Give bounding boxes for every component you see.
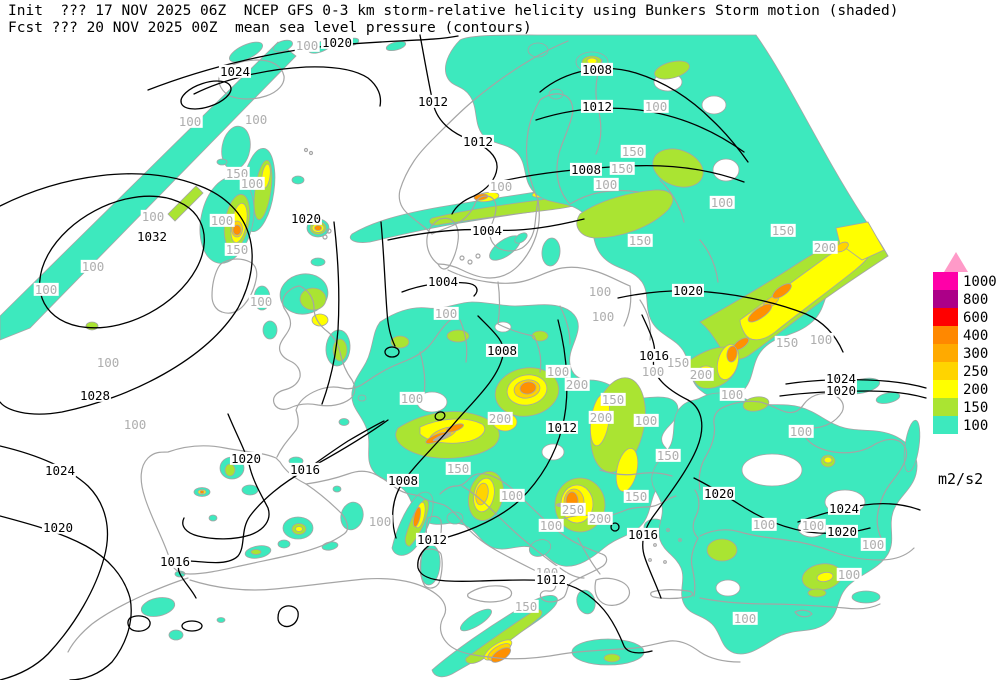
legend-value: 150: [963, 400, 989, 416]
legend-value: 1000: [963, 274, 997, 290]
legend-entry: 400: [928, 326, 1000, 344]
legend-entry: 250: [928, 362, 1000, 380]
legend-color-swatch: [933, 308, 958, 326]
title-fcst-line: Fcst ??? 20 NOV 2025 00Z mean sea level …: [8, 20, 532, 36]
legend-color-swatch: [933, 362, 958, 380]
legend-color-swatch: [933, 326, 958, 344]
coastlines: [67, 40, 915, 663]
legend-entry: 200: [928, 380, 1000, 398]
legend-unit-label: m2/s2: [938, 470, 984, 488]
helicity-shading: [0, 34, 921, 678]
legend-entry: 600: [928, 308, 1000, 326]
legend-entry: 1000: [928, 272, 1000, 290]
legend-color-swatch: [933, 290, 958, 308]
legend-value: 300: [963, 346, 989, 362]
legend-entry: 150: [928, 398, 1000, 416]
legend-color-swatch: [933, 416, 958, 434]
legend-value: 400: [963, 328, 989, 344]
legend-entry: 100: [928, 416, 1000, 434]
legend-color-swatch: [933, 398, 958, 416]
legend-value: 200: [963, 382, 989, 398]
legend-rows: 1000 800 600 400 300 250 200 150 100: [928, 272, 1000, 434]
legend-color-swatch: [933, 272, 958, 290]
legend-entry: 800: [928, 290, 1000, 308]
legend-entry: 300: [928, 344, 1000, 362]
legend-value: 100: [963, 418, 989, 434]
legend-value: 800: [963, 292, 989, 308]
chart-titles: Init ??? 17 NOV 2025 06Z NCEP GFS 0-3 km…: [8, 3, 898, 37]
legend-overflow-triangle-icon: [944, 252, 968, 272]
legend-color-swatch: [933, 380, 958, 398]
legend-color-swatch: [933, 344, 958, 362]
color-scale-legend: 1000 800 600 400 300 250 200 150 100: [928, 252, 1000, 434]
legend-value: 600: [963, 310, 989, 326]
title-init-line: Init ??? 17 NOV 2025 06Z NCEP GFS 0-3 km…: [8, 3, 899, 19]
legend-value: 250: [963, 364, 989, 380]
